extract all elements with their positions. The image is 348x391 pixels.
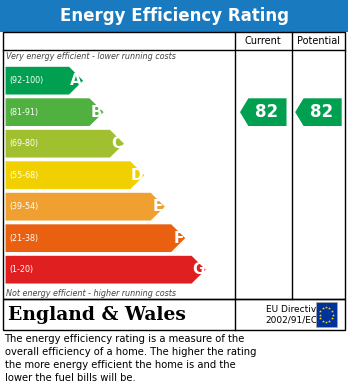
- Text: F: F: [173, 231, 184, 246]
- Bar: [316, 303, 337, 327]
- Polygon shape: [6, 256, 206, 283]
- Text: (81-91): (81-91): [9, 108, 38, 117]
- Text: The energy efficiency rating is a measure of the
overall efficiency of a home. T: The energy efficiency rating is a measur…: [5, 334, 256, 383]
- Text: D: D: [130, 168, 143, 183]
- Text: Not energy efficient - higher running costs: Not energy efficient - higher running co…: [6, 289, 176, 298]
- Polygon shape: [295, 98, 342, 126]
- Text: (39-54): (39-54): [9, 202, 38, 211]
- Polygon shape: [6, 161, 144, 189]
- Bar: [3, 32, 345, 299]
- Text: (55-68): (55-68): [9, 170, 38, 180]
- Polygon shape: [6, 67, 83, 95]
- Text: E: E: [153, 199, 164, 214]
- Polygon shape: [6, 98, 104, 126]
- Text: (1-20): (1-20): [9, 265, 33, 274]
- Text: Potential: Potential: [297, 36, 340, 46]
- Text: A: A: [70, 73, 82, 88]
- Text: (92-100): (92-100): [9, 76, 43, 85]
- Bar: [0, 0, 348, 32]
- Text: (21-38): (21-38): [9, 234, 38, 243]
- Text: C: C: [111, 136, 122, 151]
- Text: 82: 82: [255, 103, 278, 121]
- Text: G: G: [192, 262, 204, 277]
- Text: EU Directive
2002/91/EC: EU Directive 2002/91/EC: [266, 305, 322, 325]
- Text: Very energy efficient - lower running costs: Very energy efficient - lower running co…: [6, 52, 176, 61]
- Text: 82: 82: [310, 103, 333, 121]
- Polygon shape: [240, 98, 286, 126]
- Polygon shape: [6, 130, 124, 158]
- Polygon shape: [6, 193, 165, 221]
- Text: B: B: [90, 105, 102, 120]
- Text: Energy Efficiency Rating: Energy Efficiency Rating: [60, 7, 288, 25]
- Text: England & Wales: England & Wales: [8, 306, 186, 324]
- Bar: [3, 299, 345, 330]
- Polygon shape: [6, 224, 185, 252]
- Text: Current: Current: [245, 36, 282, 46]
- Text: (69-80): (69-80): [9, 139, 38, 148]
